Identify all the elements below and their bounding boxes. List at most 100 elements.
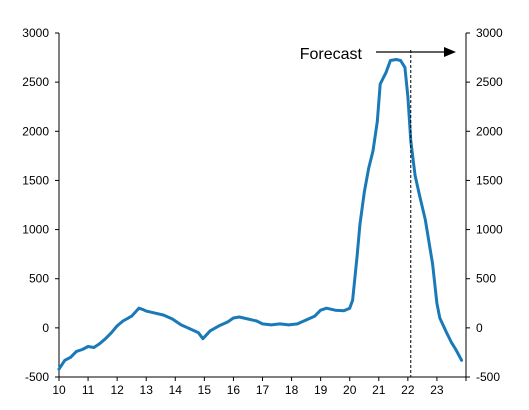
data-point <box>384 71 388 74</box>
data-point <box>450 341 453 344</box>
series-line <box>57 58 464 371</box>
x-tick-label: 20 <box>343 383 357 397</box>
x-tick-label: 14 <box>169 383 183 397</box>
data-point <box>246 317 250 321</box>
data-point <box>69 356 72 359</box>
right-y-axis: -500 0 500 1000 1500 2000 2500 3000 <box>465 26 503 384</box>
data-point <box>287 323 290 327</box>
data-point <box>431 262 434 266</box>
data-point <box>304 318 308 322</box>
x-tick-label: 23 <box>430 383 444 397</box>
data-point <box>399 59 402 62</box>
data-point <box>333 308 337 312</box>
data-point <box>389 59 392 62</box>
data-point <box>313 314 317 318</box>
data-point <box>418 193 421 197</box>
data-point <box>171 317 174 321</box>
x-tick-label: 22 <box>401 383 415 397</box>
right-y-tick-label: 1000 <box>476 223 503 237</box>
series-group <box>57 58 464 371</box>
data-point <box>208 329 212 333</box>
x-tick-label: 15 <box>198 383 212 397</box>
data-point <box>378 82 382 86</box>
data-point <box>355 255 359 259</box>
data-point <box>325 306 328 310</box>
forecast-label: Forecast <box>300 46 363 63</box>
data-point <box>57 367 61 371</box>
data-point <box>92 346 96 349</box>
x-axis: 10 11 12 13 14 15 16 17 18 19 20 21 22 23 <box>52 376 467 397</box>
data-point <box>413 174 417 177</box>
data-point <box>424 218 427 222</box>
right-y-tick-label: 3000 <box>476 26 503 40</box>
data-point <box>269 323 273 327</box>
data-point <box>197 331 200 335</box>
x-tick-label: 21 <box>372 383 386 397</box>
data-point <box>226 320 229 324</box>
data-point <box>278 322 282 326</box>
x-tick-label: 16 <box>227 383 241 397</box>
right-y-tick-label: -500 <box>476 370 500 384</box>
data-point <box>367 167 370 170</box>
data-point <box>358 223 362 226</box>
data-point <box>237 315 241 319</box>
data-point <box>232 316 235 320</box>
data-point <box>137 306 141 310</box>
x-tick-label: 13 <box>140 383 154 397</box>
data-point <box>153 311 157 315</box>
x-tick-label: 12 <box>110 383 124 397</box>
data-point <box>63 358 67 362</box>
data-point <box>86 345 90 348</box>
data-point <box>121 319 125 323</box>
left-y-tick-label: 3000 <box>22 26 49 40</box>
data-point <box>444 329 447 333</box>
data-point <box>438 316 442 320</box>
left-y-tick-label: 0 <box>42 321 49 335</box>
x-tick-label: 11 <box>82 383 95 397</box>
data-point <box>376 120 379 123</box>
data-point <box>296 322 299 326</box>
data-point <box>80 348 84 351</box>
data-point <box>394 58 398 61</box>
forecast-arrow-head-icon <box>444 47 456 57</box>
left-y-tick-label: 1000 <box>22 223 49 237</box>
left-y-tick-label: 2500 <box>22 75 49 89</box>
x-tick-label: 10 <box>52 383 66 397</box>
left-y-axis: -500 0 500 1000 1500 2000 2500 3000 <box>22 26 60 384</box>
right-y-tick-label: 2000 <box>476 124 503 138</box>
data-point <box>255 319 258 323</box>
data-point <box>179 323 183 327</box>
x-tick-label: 19 <box>314 383 328 397</box>
data-point <box>98 342 101 345</box>
left-y-tick-label: 500 <box>29 272 49 286</box>
data-point <box>406 95 410 99</box>
data-point <box>362 190 366 194</box>
data-point <box>454 348 458 351</box>
data-point <box>460 358 463 362</box>
data-point <box>261 322 264 326</box>
data-point <box>201 337 205 340</box>
right-y-tick-label: 0 <box>476 321 483 335</box>
data-point <box>348 306 352 310</box>
data-point <box>110 331 113 335</box>
left-y-tick-label: -500 <box>25 370 49 384</box>
right-y-tick-label: 500 <box>476 272 496 286</box>
right-y-tick-label: 2500 <box>476 75 503 89</box>
data-point <box>130 314 133 318</box>
left-y-tick-label: 2000 <box>22 124 49 138</box>
data-point <box>75 350 78 353</box>
data-point <box>162 313 165 317</box>
data-point <box>144 309 148 313</box>
x-tick-label: 18 <box>285 383 299 397</box>
data-point <box>403 66 407 69</box>
forecast-annotation: Forecast <box>300 46 456 377</box>
x-tick-label: 17 <box>256 383 270 397</box>
data-point <box>142 308 145 311</box>
data-point <box>319 308 322 312</box>
data-point <box>188 327 192 331</box>
data-point <box>351 299 354 302</box>
right-y-tick-label: 1500 <box>476 173 503 187</box>
data-point <box>217 324 221 328</box>
data-point <box>371 149 375 153</box>
